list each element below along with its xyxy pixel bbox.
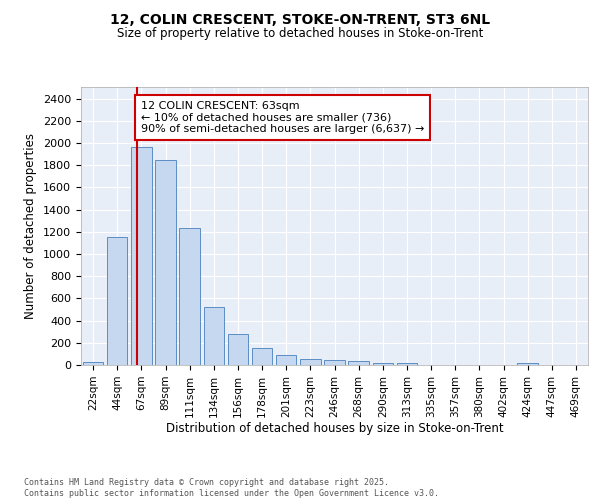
Text: 12 COLIN CRESCENT: 63sqm
← 10% of detached houses are smaller (736)
90% of semi-: 12 COLIN CRESCENT: 63sqm ← 10% of detach… — [141, 101, 424, 134]
Bar — [131, 148, 152, 365]
Bar — [179, 228, 200, 365]
Bar — [203, 308, 224, 365]
Text: Contains HM Land Registry data © Crown copyright and database right 2025.
Contai: Contains HM Land Registry data © Crown c… — [24, 478, 439, 498]
Bar — [373, 362, 393, 365]
Bar — [324, 360, 345, 365]
Text: 12, COLIN CRESCENT, STOKE-ON-TRENT, ST3 6NL: 12, COLIN CRESCENT, STOKE-ON-TRENT, ST3 … — [110, 12, 490, 26]
Bar — [252, 348, 272, 365]
Y-axis label: Number of detached properties: Number of detached properties — [25, 133, 37, 320]
Bar — [155, 160, 176, 365]
Bar — [397, 363, 417, 365]
Bar — [517, 363, 538, 365]
Bar — [349, 361, 369, 365]
Bar — [300, 360, 320, 365]
Bar — [227, 334, 248, 365]
Bar — [83, 362, 103, 365]
Bar — [276, 355, 296, 365]
Text: Size of property relative to detached houses in Stoke-on-Trent: Size of property relative to detached ho… — [117, 28, 483, 40]
Bar — [107, 238, 127, 365]
X-axis label: Distribution of detached houses by size in Stoke-on-Trent: Distribution of detached houses by size … — [166, 422, 503, 436]
